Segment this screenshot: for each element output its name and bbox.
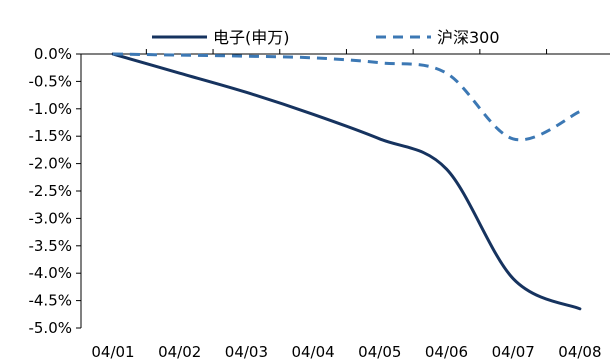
- x-tick-label: 04/07: [492, 343, 535, 360]
- x-tick-label: 04/05: [358, 343, 401, 360]
- data-point: [578, 307, 581, 310]
- legend: 电子(申万) 沪深300: [152, 28, 500, 47]
- data-point: [178, 72, 181, 75]
- y-tick-label: -3.0%: [28, 209, 72, 227]
- y-tick-label: -1.0%: [28, 100, 72, 118]
- y-tick-label: -0.5%: [28, 72, 72, 90]
- data-point: [312, 56, 315, 59]
- y-tick-label: -1.5%: [28, 127, 72, 145]
- data-point: [245, 55, 248, 58]
- y-tick-label: -4.5%: [28, 292, 72, 310]
- legend-label-2: 沪深300: [437, 28, 500, 47]
- data-point: [512, 137, 515, 140]
- x-tick-label: 04/01: [91, 343, 134, 360]
- data-point: [378, 137, 381, 140]
- series-line-2: [112, 52, 581, 142]
- data-point: [512, 277, 515, 280]
- axes: 0.0% -0.5% -1.0% -1.5% -2.0% -2.5% -3.0% -3.5% -…: [28, 45, 610, 360]
- y-tick-label: -3.5%: [28, 237, 72, 255]
- y-tick-label: -2.5%: [28, 182, 72, 200]
- series-lines: [111, 52, 582, 311]
- series-line-1: [111, 52, 582, 311]
- x-tick-label: 04/06: [425, 343, 468, 360]
- y-tick-label: 0.0%: [34, 45, 72, 63]
- y-tick-label: -5.0%: [28, 319, 72, 337]
- legend-label-1: 电子(申万): [213, 28, 290, 47]
- y-tick-label: -2.0%: [28, 155, 72, 173]
- data-point: [112, 53, 115, 56]
- y-tick-label: -4.0%: [28, 264, 72, 282]
- data-point: [445, 168, 448, 171]
- data-point: [312, 113, 315, 116]
- data-point: [378, 61, 381, 64]
- data-point: [445, 72, 448, 75]
- data-point: [578, 110, 581, 113]
- x-tick-label: 04/02: [158, 343, 201, 360]
- x-tick-label: 04/03: [225, 343, 268, 360]
- data-point: [178, 54, 181, 57]
- data-point: [245, 91, 248, 94]
- x-tick-label: 04/04: [291, 343, 334, 360]
- x-tick-label: 04/08: [558, 343, 601, 360]
